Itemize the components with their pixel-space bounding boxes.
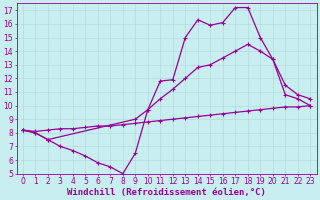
X-axis label: Windchill (Refroidissement éolien,°C): Windchill (Refroidissement éolien,°C) bbox=[67, 188, 266, 197]
